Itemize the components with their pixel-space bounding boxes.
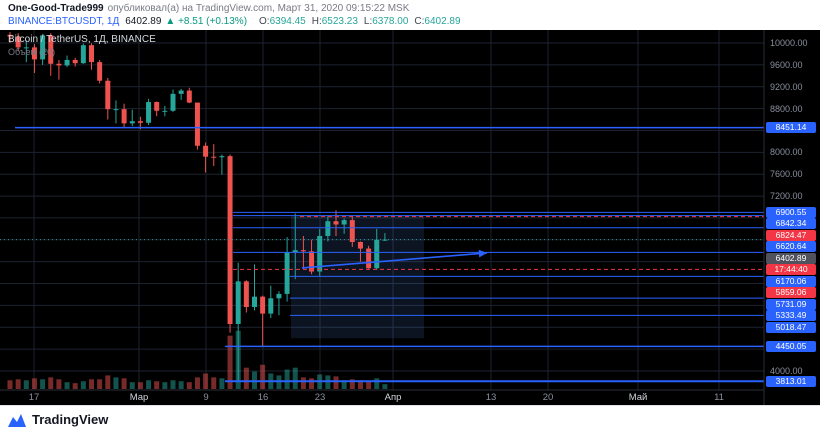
- ohlc-label: O:: [259, 16, 270, 27]
- axis-borders: [0, 30, 765, 405]
- price-line-label: 5859.06: [766, 287, 816, 299]
- time-axis-label: 20: [542, 392, 554, 403]
- price-line-label: 4450.05: [766, 340, 816, 352]
- time-axis-label: 17: [28, 392, 40, 403]
- price-axis-tick: 4000.00: [770, 366, 803, 376]
- time-axis-label: 23: [314, 392, 326, 403]
- publisher-name[interactable]: One-Good-Trade999: [8, 3, 104, 14]
- ohlc-label: H:: [311, 16, 322, 27]
- footer: TradingView: [0, 405, 820, 433]
- publish-bar: One-Good-Trade999 опубликовал(а) на Tradi…: [0, 0, 820, 15]
- legend-symbol[interactable]: Bitcoin / TetherUS, 1Д, BINANCE: [8, 34, 156, 45]
- ohlc-value: 6378.00: [372, 16, 409, 27]
- price-axis-tick: 7600.00: [770, 169, 803, 180]
- candlestick-chart[interactable]: [0, 30, 820, 405]
- chart-area[interactable]: Bitcoin / TetherUS, 1Д, BINANCE Объем (2…: [0, 30, 820, 405]
- price-line-label: 6824.47: [766, 229, 816, 241]
- ohlc-label: L:: [363, 16, 373, 27]
- price-line-label: 3813.01: [766, 375, 816, 387]
- price-axis-tick: 7200.00: [770, 191, 803, 202]
- price-line-label: 5333.49: [766, 310, 816, 322]
- ohlc-value: 6523.23: [321, 16, 358, 27]
- tradingview-brand[interactable]: TradingView: [32, 412, 109, 427]
- candles: [7, 32, 388, 382]
- highlight-box: [291, 215, 424, 339]
- price-line-label: 6842.34: [766, 218, 816, 230]
- countdown-label: 17:44:40: [766, 264, 816, 276]
- price-change: ▲ +8.51 (+0.13%): [165, 16, 248, 27]
- current-price-label: 6402.89: [766, 252, 816, 264]
- grid: [0, 30, 764, 390]
- time-axis-label: Мар: [129, 392, 149, 403]
- price-line-label: 6620.64: [766, 241, 816, 253]
- ohlc-label: C:: [414, 16, 425, 27]
- price-axis-tick: 10000.00: [770, 38, 808, 48]
- price-lines: [15, 126, 764, 383]
- price-axis-tick: 9200.00: [770, 81, 803, 92]
- ohlc-values: O:6394.45 H:6523.23 L:6378.00 C:6402.89: [253, 16, 461, 27]
- time-axis-label: Май: [628, 392, 648, 403]
- price-line-label: 5731.09: [766, 298, 816, 310]
- price-axis-tick: 9600.00: [770, 59, 803, 70]
- price-line-label: 6900.55: [766, 206, 816, 218]
- ohlc-value: 6394.45: [269, 16, 306, 27]
- ohlc-value: 6402.89: [424, 16, 461, 27]
- trend-arrow: [301, 249, 488, 269]
- last-price: 6402.89: [125, 16, 162, 27]
- time-axis-label: 16: [257, 392, 269, 403]
- price-line-label: 5018.47: [766, 321, 816, 333]
- price-line-label: 8451.14: [766, 122, 816, 134]
- time-axis-label: 13: [485, 392, 497, 403]
- symbol-bar: BINANCE:BTCUSDT, 1Д 6402.89 ▲ +8.51 (+0.13…: [0, 15, 820, 30]
- tradingview-logo-icon[interactable]: [8, 413, 26, 427]
- symbol-link[interactable]: BINANCE:BTCUSDT, 1Д: [8, 16, 120, 27]
- publish-info: опубликовал(а) на TradingView.com, Март …: [107, 3, 410, 14]
- price-line-label: 6170.06: [766, 275, 816, 287]
- time-axis[interactable]: 17 Мар 9 16 23 Апр 13 20 Май 11: [0, 30, 820, 405]
- legend-volume-indicator[interactable]: Объем (20): [8, 47, 56, 57]
- time-axis-label: Апр: [384, 392, 402, 403]
- time-axis-label: 11: [714, 392, 724, 403]
- price-axis-tick: 8800.00: [770, 103, 803, 114]
- time-axis-label: 9: [203, 392, 209, 403]
- price-axis[interactable]: 10000.00 9600.00 9200.00 8800.00 8000.00 7600…: [0, 30, 820, 405]
- chart-legend: Bitcoin / TetherUS, 1Д, BINANCE Объем (2…: [8, 34, 156, 57]
- price-axis-tick: 8000.00: [770, 147, 803, 158]
